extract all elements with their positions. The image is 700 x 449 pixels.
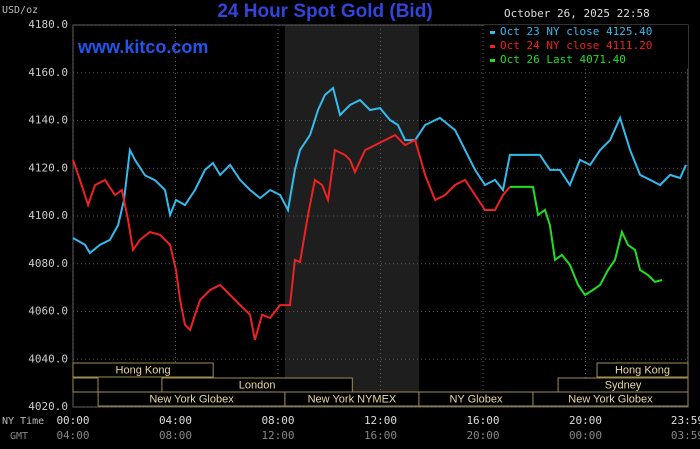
x2-tick-label: 03:59: [671, 429, 700, 442]
x-tick-label: 04:00: [159, 414, 192, 427]
session-box: [596, 362, 689, 378]
x-tick-label: 23:59: [671, 414, 700, 427]
price-line: [509, 185, 663, 297]
x2-axis-label: GMT: [10, 431, 28, 442]
session-label: London: [239, 379, 276, 391]
x-tick-label: 00:00: [56, 414, 89, 427]
session-label: NY Globex: [449, 393, 502, 405]
legend-swatch: [490, 59, 495, 62]
y-tick-label: 4100.0: [28, 209, 68, 222]
plot-area: 4020.0 4040.0 4060.0 4080.0 4100.0 4120.0 4140…: [28, 18, 700, 442]
y-tick-label: 4060.0: [28, 305, 68, 318]
watermark: www.kitco.com: [77, 37, 208, 57]
session-box: [532, 391, 689, 407]
legend-box: [484, 25, 688, 69]
session-label: New York Globex: [149, 393, 234, 405]
y-tick-label: 4120.0: [28, 161, 68, 174]
x-tick-label: 20:00: [569, 414, 602, 427]
y-tick-label: 4140.0: [28, 114, 68, 127]
x2-tick-label: 00:00: [569, 429, 602, 442]
x-tick-label: 16:00: [466, 414, 499, 427]
legend-swatch: [490, 45, 495, 48]
session-label: New York Globex: [568, 393, 653, 405]
x-tick-label: 12:00: [364, 414, 397, 427]
date-label: October 26, 2025 22:58: [504, 7, 650, 20]
session-label: Sydney: [605, 379, 642, 391]
price-line: [72, 86, 687, 255]
x2-tick-label: 08:00: [159, 429, 192, 442]
session-label: Hong Kong: [615, 364, 670, 376]
session-box: [72, 377, 99, 393]
x-tick-label: 08:00: [261, 414, 294, 427]
legend-label: Oct 24 NY close 4111.20: [500, 39, 652, 52]
x-axis-label: NY Time: [2, 416, 44, 427]
legend-label: Oct 26 Last 4071.40: [500, 53, 626, 66]
y-axis-label: USD/oz: [2, 5, 38, 16]
chart-title: 24 Hour Spot Gold (Bid): [217, 1, 432, 22]
y-tick-label: 4040.0: [28, 352, 68, 365]
session-box: [72, 362, 214, 378]
legend-swatch: [490, 31, 495, 34]
x2-tick-label: 20:00: [466, 429, 499, 442]
x2-tick-label: 12:00: [261, 429, 294, 442]
legend-label: Oct 23 NY close 4125.40: [500, 25, 652, 38]
y-tick-label: 4180.0: [28, 18, 68, 31]
session-label: New York NYMEX: [308, 393, 397, 405]
session-label: Hong Kong: [116, 364, 171, 376]
y-tick-label: 4020.0: [28, 400, 68, 413]
x2-tick-label: 16:00: [364, 429, 397, 442]
y-tick-label: 4160.0: [28, 66, 68, 79]
x2-tick-label: 04:00: [56, 429, 89, 442]
price-line: [72, 133, 511, 341]
y-tick-label: 4080.0: [28, 257, 68, 270]
